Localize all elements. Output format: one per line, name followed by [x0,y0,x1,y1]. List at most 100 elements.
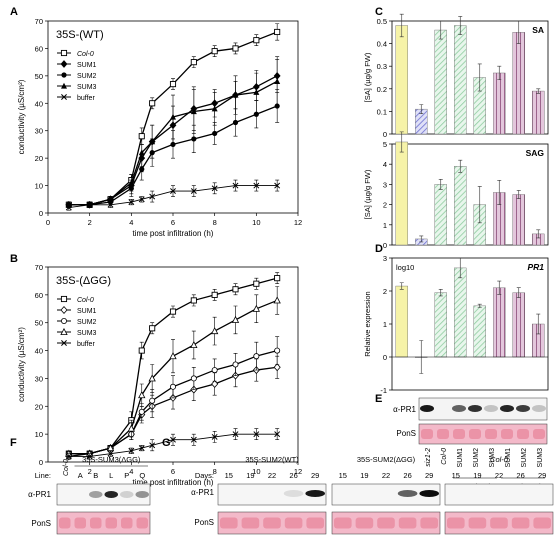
bar [434,184,447,246]
point-buffer [86,453,93,460]
error-bar [516,190,521,199]
x-tick-label: 2 [88,218,92,227]
blot-label: PonS [396,429,416,438]
point-Col-0 [149,100,156,107]
pons-band [136,517,148,529]
error-bar [399,13,404,38]
pons-band [121,517,133,529]
line-chart-A: 0 10 20 30 40 50 60 70 0 2 4 6 8 10 12 time post infilt… [17,17,302,238]
point-SUM3 [107,196,114,202]
point-SUM3 [253,89,260,95]
point-SUM2 [191,136,197,142]
error-bar [399,131,404,153]
line-chart-B: 0 10 20 30 40 50 60 70 2 4 6 8 10 12 time post infiltr… [17,263,302,487]
point-SUM2 [169,383,176,390]
bar [454,166,467,246]
pons-band [306,517,324,529]
point-buffer [190,188,197,195]
bar [395,25,408,135]
day-label: 22 [382,471,390,480]
lane-label: P [124,471,129,480]
pons-frame [444,511,554,535]
error-bar [438,179,443,190]
y-tick-label: 0 [39,209,43,218]
blot-band [120,491,134,498]
y-tick-label: 0 [383,241,387,250]
legend-label: SUM2 [77,319,97,326]
blot-band [135,491,149,498]
point-SUM2 [211,367,218,374]
lane-label: A [78,471,83,480]
legend-marker [60,305,68,315]
lane-header: Col-0 [63,459,70,476]
y-axis-label: [SA] (µg/g FW) [363,52,372,102]
blot-band [500,405,514,412]
legend-marker [60,60,68,68]
point-Col-0 [138,347,145,354]
y-tick-label: 50 [35,319,43,328]
y-tick-label: 0.3 [377,62,387,71]
error-bar [536,88,541,94]
y-tick-label: 40 [35,347,43,356]
y-tick-label: 60 [35,291,43,300]
y-tick-label: 1 [383,221,387,230]
pons-band [501,429,513,439]
line-label: Line: [35,471,51,480]
pons-band [284,517,303,529]
error-bar [438,20,443,40]
pons-frame [217,511,327,535]
point-buffer [149,193,156,200]
y-tick-label: 10 [35,430,43,439]
point-Col-0 [169,308,177,315]
point-SUM2 [139,166,145,172]
point-buffer [138,445,145,452]
legend-marker [61,317,68,324]
blot-band [452,405,466,412]
legend-marker [60,327,68,335]
point-Col-0 [190,59,197,66]
point-Col-0 [149,325,156,332]
bar-chart-SA: 0 0.1 0.2 0.3 0.4 0.5 [SA] (µg/g FW) SA [363,13,549,139]
blot-frame [418,397,548,421]
bar [395,285,408,358]
bar [454,267,467,358]
y-tick-label: 2 [383,287,387,296]
x-tick-label: 12 [294,218,302,227]
lane-label: SUM3 [489,448,496,468]
point-Col-0 [274,275,281,282]
pons-band [59,517,71,529]
bar [493,287,506,358]
point-buffer [211,185,218,192]
day-label: 26 [403,471,411,480]
error-bar [419,235,424,243]
y-tick-label: 70 [35,17,43,26]
series-line-SUM3 [68,299,278,455]
day-label: 26 [289,471,297,480]
y-tick-label: 0 [383,353,387,362]
point-buffer [274,182,281,189]
y-tick-label: 20 [35,402,43,411]
bar [434,292,447,358]
point-SUM2 [190,375,197,382]
y-tick-label: 3 [383,180,387,189]
pons-band [468,517,487,529]
chart-title: 35S-(ΔGG) [56,275,111,287]
legend-marker [60,49,68,57]
legend-label: SUM1 [77,308,97,315]
legend-label: buffer [77,95,95,102]
pons-band [398,517,417,529]
y-tick-label: 1 [383,320,387,329]
lane-label: B [93,471,98,480]
pons-band [533,429,545,439]
point-Col-0 [169,81,177,88]
x-axis-label: time post infiltration (h) [133,229,214,238]
point-SUM2 [212,130,218,137]
group-label: 35S-SUM2(WT) [245,455,299,464]
scale-note: log10 [396,263,414,272]
x-tick-label: 8 [213,467,217,476]
blot-frame [56,483,151,506]
pons-frame [418,423,548,445]
pons-band [241,517,260,529]
blot-frame [444,483,554,506]
